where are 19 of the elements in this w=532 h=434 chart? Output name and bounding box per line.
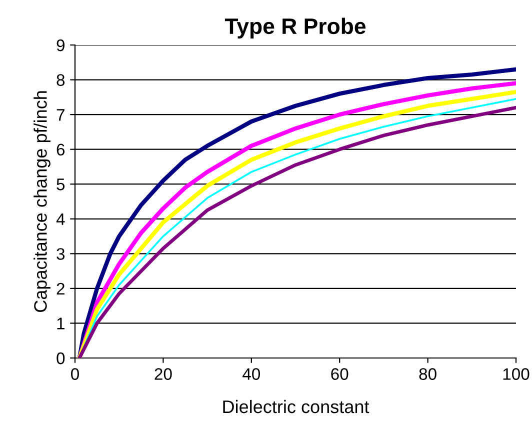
y-tick-label: 5 (56, 178, 65, 190)
y-axis-title: Capacitance change pf/inch (34, 91, 50, 312)
y-tick-label: 7 (56, 109, 64, 121)
y-tick-label: 9 (56, 39, 64, 52)
x-tick-label: 40 (242, 368, 260, 380)
y-tick-label: 0 (56, 352, 65, 364)
y-tick-label: 1 (57, 318, 64, 330)
x-tick-label: 0 (71, 368, 79, 380)
x-axis-title: Dielectric constant (223, 400, 370, 414)
y-tick-label: 4 (56, 213, 65, 225)
chart-title: Type R Probe (224, 18, 366, 38)
y-tick-label: 2 (56, 282, 64, 294)
x-tick-label: 100 (503, 368, 530, 380)
x-tick-label: 80 (419, 368, 436, 380)
y-tick-label: 6 (56, 144, 65, 156)
y-tick-label: 8 (56, 74, 65, 86)
y-tick-label: 3 (56, 248, 65, 260)
x-tick-label: 20 (154, 368, 172, 380)
x-tick-label: 60 (331, 368, 348, 380)
